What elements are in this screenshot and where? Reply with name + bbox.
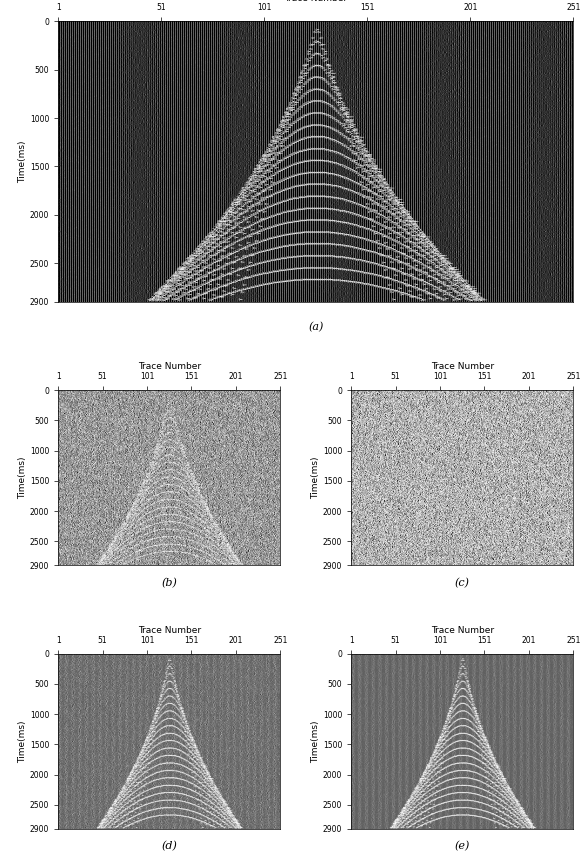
Text: (e): (e) bbox=[455, 841, 470, 851]
X-axis label: Trace Number: Trace Number bbox=[431, 362, 494, 371]
X-axis label: Trace Number: Trace Number bbox=[138, 362, 201, 371]
Text: (c): (c) bbox=[455, 577, 470, 588]
X-axis label: Trace Number: Trace Number bbox=[284, 0, 347, 3]
Y-axis label: Time(ms): Time(ms) bbox=[311, 456, 320, 499]
X-axis label: Trace Number: Trace Number bbox=[431, 626, 494, 635]
Y-axis label: Time(ms): Time(ms) bbox=[18, 140, 27, 183]
Text: (b): (b) bbox=[161, 577, 177, 588]
X-axis label: Trace Number: Trace Number bbox=[138, 626, 201, 635]
Y-axis label: Time(ms): Time(ms) bbox=[18, 456, 27, 499]
Text: (a): (a) bbox=[308, 321, 324, 332]
Text: (d): (d) bbox=[161, 841, 177, 851]
Y-axis label: Time(ms): Time(ms) bbox=[311, 720, 320, 763]
Y-axis label: Time(ms): Time(ms) bbox=[18, 720, 27, 763]
